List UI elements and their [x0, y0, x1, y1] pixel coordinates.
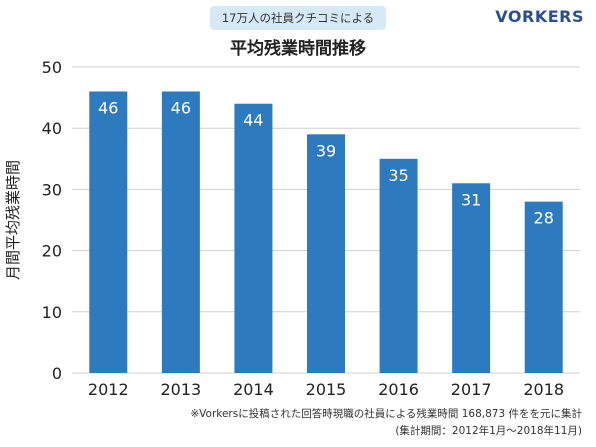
x-tick-label: 2017 [451, 380, 492, 399]
bar-2012 [89, 91, 128, 373]
y-tick-label: 40 [42, 119, 62, 138]
y-tick-label: 30 [42, 180, 62, 199]
bar-value-label: 31 [461, 190, 481, 209]
y-tick-label: 20 [42, 242, 62, 261]
y-tick-label: 0 [52, 364, 62, 383]
bar-2014 [234, 103, 273, 373]
axis-layer: 0 10 20 30 40 50 2012 2013 2014 2015 2016 2017 2018 [42, 58, 564, 399]
bar-chart: 46 46 44 39 35 31 28 0 10 20 30 40 50 2012 2013 2014 20… [4, 58, 580, 399]
bar-value-label: 44 [243, 111, 263, 130]
bar-2017 [452, 183, 491, 373]
x-tick-label: 2016 [378, 380, 419, 399]
y-tick-label: 10 [42, 303, 62, 322]
footnote: ※Vorkersに投稿された回答時現職の社員による残業時間 168,873 件を… [190, 406, 582, 440]
bar-value-label: 46 [98, 98, 118, 117]
bar-2018 [524, 201, 563, 373]
source-badge: 17万人の社員クチコミによる [210, 6, 386, 30]
y-axis-label: 月間平均残業時間 [4, 160, 22, 280]
bar-value-label: 28 [534, 209, 554, 228]
bar-2015 [307, 134, 345, 373]
x-tick-label: 2015 [306, 380, 347, 399]
chart-title: 平均残業時間推移 [230, 39, 366, 59]
brand-logo: VORKERS [495, 7, 584, 26]
x-tick-label: 2013 [160, 380, 201, 399]
x-tick-label: 2014 [233, 380, 274, 399]
bar-value-label: 39 [316, 141, 336, 160]
bar-2013 [161, 91, 200, 373]
footnote-line-2: (集計期間：2012年1月～2018年11月) [395, 425, 582, 437]
x-tick-label: 2018 [523, 380, 564, 399]
bar-value-label: 35 [388, 166, 408, 185]
x-tick-label: 2012 [88, 380, 129, 399]
y-tick-label: 50 [42, 58, 62, 77]
footnote-line-1: ※Vorkersに投稿された回答時現職の社員による残業時間 168,873 件を… [190, 408, 582, 420]
bar-layer: 46 46 44 39 35 31 28 [89, 91, 563, 373]
bar-value-label: 46 [171, 98, 191, 117]
bar-2016 [379, 158, 418, 373]
